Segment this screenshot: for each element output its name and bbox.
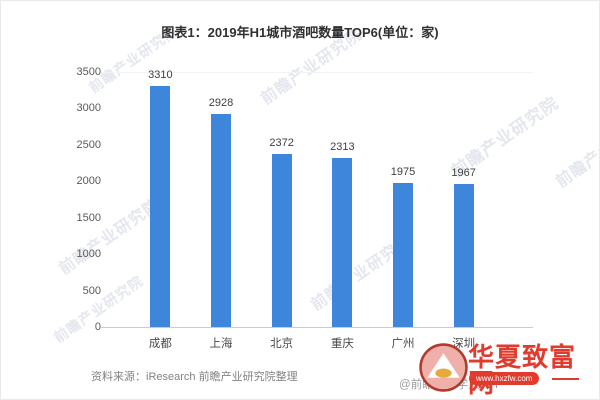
x-axis-category-label: 成都 [148, 338, 172, 350]
y-axis-tick-label: 1000 [76, 248, 101, 261]
bar-group: 2372 北京 [251, 72, 312, 350]
bar [332, 158, 353, 327]
site-logo-icon [419, 343, 468, 392]
x-axis-category-label: 重庆 [330, 338, 354, 350]
y-axis-tick-label: 1500 [76, 211, 101, 224]
bar-value-label: 2928 [208, 96, 234, 109]
plot-area: 3310 成都 2928 上海 2372 北京 2313 重庆 1975 广州 1967 深圳 [130, 68, 494, 350]
bar [392, 183, 413, 327]
bar-group: 1967 深圳 [433, 72, 494, 350]
bar-value-label: 1975 [390, 166, 416, 179]
x-axis-category-label: 北京 [270, 338, 294, 350]
bar [150, 85, 171, 327]
x-axis-category-label: 深圳 [452, 338, 476, 350]
bar-group: 2313 重庆 [312, 72, 373, 350]
y-axis-tick-label: 500 [82, 284, 101, 297]
top-gridline [101, 72, 533, 73]
diagonal-watermark: 前瞻产业研究院 [553, 108, 600, 192]
bar-value-label: 1967 [451, 166, 476, 179]
bar-value-label: 3310 [148, 68, 173, 81]
x-axis-line [101, 327, 533, 328]
x-axis-category-label: 上海 [209, 338, 233, 350]
y-axis-tick-label: 2500 [76, 138, 101, 151]
source-note: 资料来源：iResearch 前瞻产业研究院整理 [91, 371, 298, 383]
site-name: 华夏致富网 [468, 342, 577, 396]
bar [271, 154, 292, 327]
y-axis-tick-label: 2000 [76, 175, 101, 188]
y-axis-tick-label: 3500 [76, 66, 101, 78]
bar-value-label: 2372 [269, 137, 294, 150]
bar-group: 2928 上海 [191, 72, 252, 350]
badge-underline [552, 378, 579, 380]
site-url-banner: www.hxzfw.com [469, 372, 540, 385]
y-axis-tick-label: 3000 [76, 102, 101, 115]
bar-group: 3310 成都 [130, 68, 191, 350]
x-axis-category-label: 广州 [391, 338, 415, 350]
bar [210, 113, 231, 327]
chart-title: 图表1：2019年H1城市酒吧数量TOP6(单位：家) [161, 25, 439, 40]
bar-group: 1975 广州 [373, 72, 434, 350]
y-axis-tick-label: 0 [94, 321, 101, 333]
bar [453, 183, 474, 327]
bar-value-label: 2313 [330, 141, 355, 154]
y-axis: 0 500 1000 1500 2000 2500 3000 3500 [57, 66, 109, 333]
